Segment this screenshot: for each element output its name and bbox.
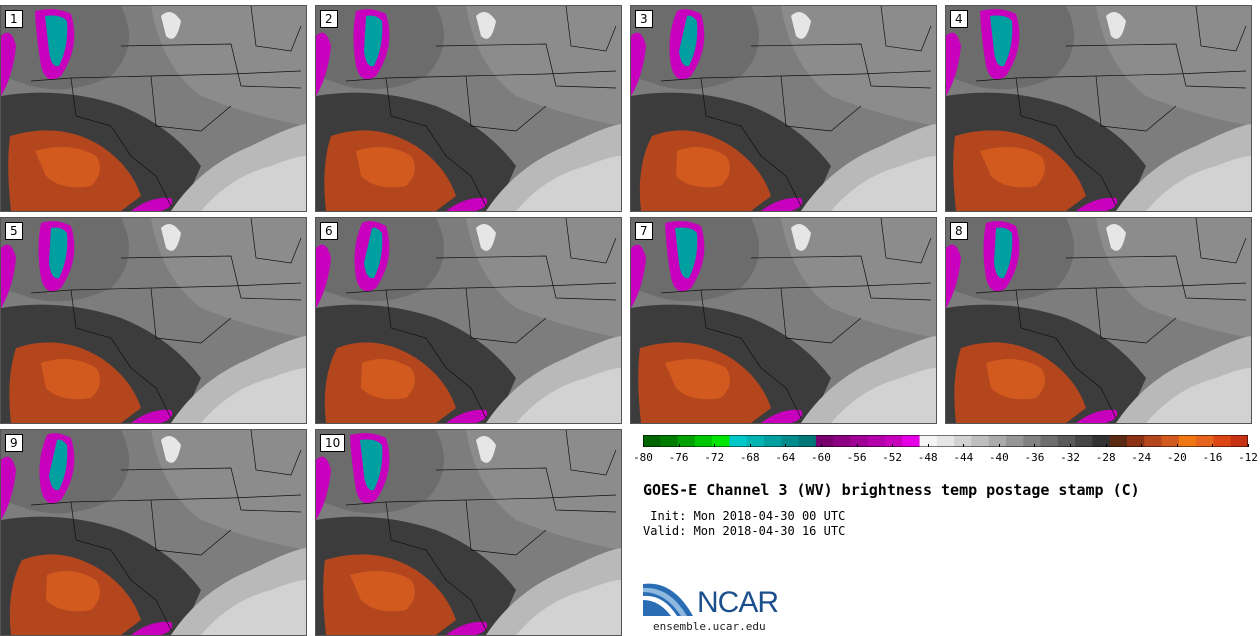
postage-stamp-panel: 2: [315, 5, 622, 212]
colorbar-tick-label: -16: [1202, 451, 1223, 464]
colorbar-tick-label: -68: [739, 451, 760, 464]
postage-stamp-panel: 6: [315, 217, 622, 424]
colorbar-swatch: [712, 435, 730, 447]
colorbar-swatch: [833, 435, 851, 447]
colorbar-tick-label: -72: [704, 451, 725, 464]
colorbar-swatch: [1109, 435, 1128, 447]
colorbar-swatch: [988, 435, 1007, 447]
colorbar-swatch: [1040, 435, 1059, 447]
colorbar-swatch: [729, 435, 748, 447]
colorbar-swatch: [781, 435, 800, 447]
postage-stamp-panel: 8: [945, 217, 1252, 424]
colorbar-swatch: [1196, 435, 1214, 447]
colorbar-swatch: [1092, 435, 1111, 447]
colorbar-swatch: [643, 435, 661, 447]
colorbar-tick-label: -36: [1024, 451, 1045, 464]
colorbar-swatch: [867, 435, 886, 447]
colorbar-swatch: [885, 435, 903, 447]
colorbar-tick: [1248, 444, 1249, 447]
panel-label: 6: [320, 222, 338, 240]
postage-stamp-panel: 5: [0, 217, 307, 424]
postage-stamp-panel: 9: [0, 429, 307, 636]
colorbar-tick-label: -32: [1060, 451, 1080, 464]
postage-stamp-panel: 10: [315, 429, 622, 636]
wv-map: [316, 218, 621, 423]
panel-label: 8: [950, 222, 968, 240]
colorbar-swatch: [936, 435, 955, 447]
colorbar-tick-label: -20: [1166, 451, 1187, 464]
colorbar-swatch: [677, 435, 696, 447]
colorbar-swatches: [642, 434, 1249, 448]
colorbar-tick-label: -64: [775, 451, 796, 464]
panel-label: 1: [5, 10, 23, 28]
colorbar-tick-label: -48: [917, 451, 938, 464]
colorbar-tick-label: -56: [846, 451, 867, 464]
chart-title: GOES-E Channel 3 (WV) brightness temp po…: [643, 481, 1140, 499]
colorbar-swatch: [1006, 435, 1024, 447]
colorbar: [642, 432, 1249, 451]
panel-label: 7: [635, 222, 653, 240]
colorbar-swatch: [660, 435, 679, 447]
colorbar-swatch: [1144, 435, 1163, 447]
colorbar-swatch: [764, 435, 782, 447]
colorbar-swatch: [694, 435, 713, 447]
postage-stamp-panel: 4: [945, 5, 1252, 212]
postage-stamp-panel: 1: [0, 5, 307, 212]
colorbar-swatch: [850, 435, 869, 447]
wv-map: [631, 218, 936, 423]
panel-label: 10: [320, 434, 346, 452]
wv-map: [1, 218, 306, 423]
wv-map: [316, 430, 621, 635]
colorbar-tick-label: -60: [811, 451, 831, 464]
colorbar-swatch: [1075, 435, 1093, 447]
panel-label: 3: [635, 10, 653, 28]
colorbar-tick-label: -80: [633, 451, 653, 464]
wv-map: [946, 6, 1251, 211]
init-time: Init: Mon 2018-04-30 00 UTC: [643, 509, 846, 523]
colorbar-tick-label: -76: [668, 451, 689, 464]
colorbar-swatch: [1023, 435, 1042, 447]
colorbar-swatch: [1161, 435, 1180, 447]
colorbar-swatch: [954, 435, 972, 447]
colorbar-swatch: [746, 435, 765, 447]
colorbar-swatch: [798, 435, 817, 447]
colorbar-swatch: [1213, 435, 1232, 447]
colorbar-swatch: [902, 435, 921, 447]
colorbar-tick-label: -52: [882, 451, 903, 464]
wv-map: [946, 218, 1251, 423]
colorbar-tick-label: -24: [1131, 451, 1152, 464]
colorbar-swatch: [971, 435, 990, 447]
colorbar-swatch: [1178, 435, 1197, 447]
colorbar-swatch: [1127, 435, 1145, 447]
ncar-logo-text: NCAR: [697, 586, 779, 619]
ncar-swoosh-icon: [643, 583, 693, 616]
wv-map: [1, 6, 306, 211]
panel-label: 9: [5, 434, 23, 452]
panel-label: 2: [320, 10, 338, 28]
colorbar-tick-label: -12: [1238, 451, 1258, 464]
colorbar-tick-label: -28: [1095, 451, 1116, 464]
panel-label: 5: [5, 222, 23, 240]
wv-map: [1, 430, 306, 635]
colorbar-swatch: [815, 435, 834, 447]
ncar-logo: [643, 578, 793, 622]
wv-map: [316, 6, 621, 211]
site-url: ensemble.ucar.edu: [653, 620, 766, 633]
colorbar-swatch: [919, 435, 938, 447]
panel-label: 4: [950, 10, 968, 28]
valid-time: Valid: Mon 2018-04-30 16 UTC: [643, 524, 846, 538]
postage-stamp-panel: 7: [630, 217, 937, 424]
postage-stamp-panel: 3: [630, 5, 937, 212]
colorbar-tick-label: -44: [953, 451, 974, 464]
colorbar-swatch: [1057, 435, 1076, 447]
colorbar-tick-label: -40: [988, 451, 1009, 464]
colorbar-swatch: [1230, 435, 1249, 447]
wv-map: [631, 6, 936, 211]
